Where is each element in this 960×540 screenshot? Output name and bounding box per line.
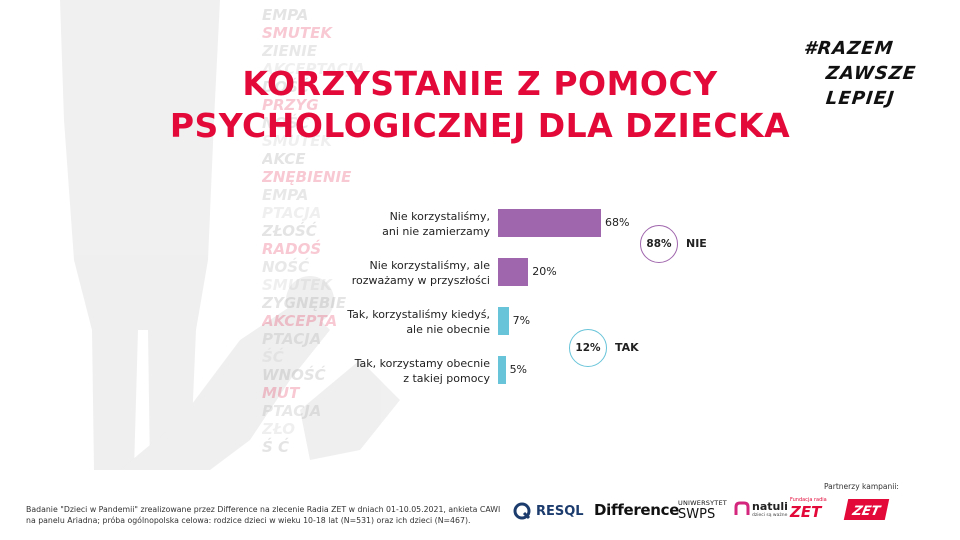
background-word: PTACJA	[262, 204, 322, 222]
difference-wordmark: Difference	[594, 501, 680, 519]
difference-logo: Difference	[594, 501, 679, 519]
background-word: ZYGNĘBIE	[262, 294, 347, 312]
category-label-line: rozważamy w przyszłości	[351, 274, 490, 287]
natuli-wordmark: natuli	[752, 500, 788, 513]
resql-logo: RESQL	[512, 501, 584, 521]
background-word: WNOŚĆ	[262, 366, 326, 384]
background-word: NOŚĆ	[262, 114, 310, 132]
campaign-hashtag-line-1: #RAZEM	[802, 38, 895, 59]
background-word: ŚĆ	[262, 348, 284, 366]
swps-logo: UNIWERSYTET SWPS	[678, 499, 727, 522]
background-word-collage: EMPA SMUTEK ZIENIE AKCEPTACJA DOŚĆ PRZYG NOŚĆ S…	[262, 6, 382, 466]
background-word: AKCEPTACJA	[262, 60, 365, 78]
background-word: Ś Ć	[262, 438, 290, 456]
category-label-line: ani nie zamierzamy	[382, 225, 490, 238]
summary-label-nie: NIE	[686, 237, 707, 250]
category-label: Nie korzystaliśmy, ani nie zamierzamy	[290, 209, 490, 239]
fundacja-zet-wordmark: ZET	[790, 503, 822, 521]
fundacja-text: Fundacja radia	[790, 497, 827, 503]
bar	[498, 307, 509, 335]
background-word: EMPA	[262, 186, 309, 204]
category-label-line: z takiej pomocy	[403, 372, 490, 385]
background-word: ZŁO	[262, 420, 295, 438]
category-label: Nie korzystaliśmy, ale rozważamy w przysz…	[290, 258, 490, 288]
background-word: SMUTEK	[262, 132, 333, 150]
category-label-line: Nie korzystaliśmy,	[389, 210, 490, 223]
natuli-logo: natuli dzieci są ważne	[734, 500, 788, 518]
category-label-line: Tak, korzystamy obecnie	[354, 357, 490, 370]
page-title-line-1: KORZYSTANIE Z POMOCY	[242, 64, 718, 103]
background-word: ZNĘBIENIE	[262, 168, 352, 186]
bar-value-label: 20%	[532, 265, 557, 278]
bar	[498, 356, 506, 384]
category-label-line: Tak, korzystaliśmy kiedyś,	[347, 308, 490, 321]
background-word: AKCE	[262, 150, 306, 168]
bar	[498, 258, 529, 286]
natuli-mark-icon	[734, 501, 750, 515]
background-word: MUT	[262, 384, 300, 402]
campaign-hashtag-line-2: ZAWSZE	[824, 63, 918, 84]
campaign-hashtag-line-3: LEPIEJ	[824, 88, 896, 109]
background-word: AKCEPTA	[262, 312, 338, 330]
background-word: PTACJA	[262, 402, 322, 420]
background-word: SMUTEK	[262, 276, 333, 294]
background-word: SMUTEK	[262, 24, 333, 42]
summary-circle-nie: 88%	[640, 225, 678, 263]
swps-top-text: UNIWERSYTET	[678, 499, 727, 507]
fundacja-radia-zet-logo: Fundacja radia ZET	[790, 497, 827, 521]
background-word: PTACJA	[262, 330, 322, 348]
resql-wordmark: RESQL	[536, 503, 584, 519]
bar-value-label: 68%	[605, 216, 630, 229]
category-label-line: ale nie obecnie	[406, 323, 490, 336]
background-word: ZŁOŚĆ	[262, 222, 317, 240]
background-word: NOŚĆ	[262, 258, 310, 276]
background-word: PRZYG	[262, 96, 319, 114]
survey-footnote: Badanie "Dzieci w Pandemii" zrealizowane…	[26, 505, 501, 525]
background-word: EMPA	[262, 6, 309, 24]
background-word: DOŚĆ	[262, 78, 310, 96]
bar-value-label: 7%	[512, 314, 531, 327]
swps-wordmark: SWPS	[678, 507, 716, 522]
background-word: RADOŚ	[262, 240, 322, 258]
background-word: ZIENIE	[262, 42, 318, 60]
natuli-subtitle: dzieci są ważne	[752, 513, 788, 518]
category-label: Tak, korzystamy obecnie z takiej pomocy	[290, 356, 490, 386]
radio-zet-wordmark: ZET	[850, 504, 882, 519]
bar-value-label: 5%	[509, 363, 528, 376]
partners-label: Partnerzy kampanii:	[824, 482, 899, 491]
category-label: Tak, korzystaliśmy kiedyś, ale nie obecni…	[290, 307, 490, 337]
radio-zet-logo: ZET	[843, 499, 890, 520]
summary-label-tak: TAK	[615, 341, 639, 354]
summary-circle-tak: 12%	[569, 329, 607, 367]
category-label-line: Nie korzystaliśmy, ale	[369, 259, 490, 272]
page-title-line-2: PSYCHOLOGICZNEJ DLA DZIECKA	[169, 106, 791, 145]
resql-mark-icon	[513, 502, 531, 520]
bar	[498, 209, 601, 237]
